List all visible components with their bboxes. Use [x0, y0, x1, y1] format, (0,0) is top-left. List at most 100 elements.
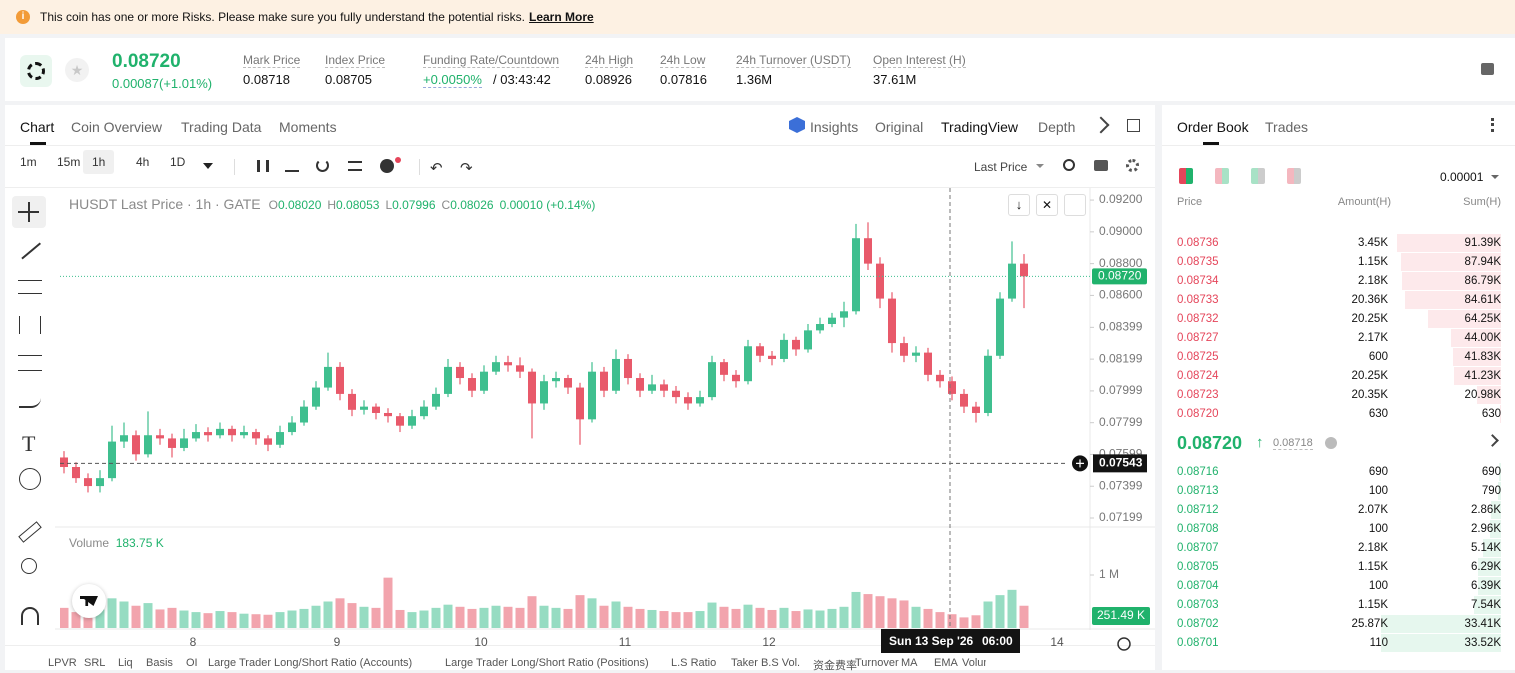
- order-book-panel: Order Book Trades 0.00001 Price Amount(H) S…: [1162, 105, 1515, 670]
- ob-tab[interactable]: Order Book: [1177, 119, 1249, 135]
- interval[interactable]: 1h: [83, 150, 115, 174]
- legend-value: 0.08020: [277, 198, 322, 212]
- ob-price[interactable]: 0.08703: [1177, 599, 1219, 611]
- view-tab[interactable]: Insights: [810, 119, 859, 135]
- x-tick-label: 11: [619, 635, 632, 649]
- ob-price[interactable]: 0.08735: [1177, 256, 1219, 268]
- indicator[interactable]: Taker B.S Vol.: [731, 657, 801, 669]
- indicator[interactable]: L.S Ratio: [671, 657, 717, 669]
- ob-price[interactable]: 0.08705: [1177, 561, 1219, 573]
- more-menu[interactable]: [1491, 118, 1494, 132]
- pattern-tool[interactable]: [19, 316, 41, 334]
- ob-price[interactable]: 0.08702: [1177, 618, 1219, 630]
- indicator[interactable]: Turnover: [855, 657, 899, 669]
- ob-price[interactable]: 0.08733: [1177, 294, 1219, 306]
- ob-price[interactable]: 0.08734: [1177, 275, 1219, 287]
- learn-more[interactable]: Learn More: [529, 10, 594, 24]
- indicator[interactable]: 资金费率: [813, 660, 857, 672]
- magnet-tool[interactable]: [21, 607, 39, 625]
- candle-type-icon[interactable]: [257, 160, 269, 172]
- ob-amount: 3.45K: [1357, 237, 1388, 249]
- ob-price[interactable]: 0.08724: [1177, 370, 1219, 382]
- tab[interactable]: Moments: [279, 119, 337, 135]
- last-price-box: [1092, 268, 1147, 285]
- ob-price[interactable]: 0.08701: [1177, 637, 1219, 649]
- indicator[interactable]: Liq: [118, 657, 133, 669]
- volume-bar: [755, 607, 765, 628]
- settings-icon[interactable]: [1126, 159, 1139, 172]
- indicator[interactable]: SRL: [84, 657, 106, 669]
- redo[interactable]: ↷: [460, 160, 473, 177]
- precision[interactable]: 0.00001: [1440, 170, 1484, 184]
- volume-bar: [779, 607, 789, 628]
- ob-price[interactable]: 0.08716: [1177, 466, 1219, 478]
- view-tab[interactable]: TradingView: [941, 119, 1019, 135]
- search-icon[interactable]: [1063, 159, 1075, 171]
- ob-price[interactable]: 0.08708: [1177, 523, 1219, 535]
- tab[interactable]: Coin Overview: [71, 119, 163, 135]
- window-icon[interactable]: [1127, 119, 1140, 132]
- ob-price[interactable]: 0.08712: [1177, 504, 1219, 516]
- tab[interactable]: Chart: [20, 119, 55, 135]
- volume-bar: [359, 606, 369, 628]
- ob-sum: 41.23K: [1464, 370, 1501, 382]
- brush-tool[interactable]: [19, 396, 41, 408]
- replay-icon[interactable]: [316, 159, 329, 172]
- note-icon[interactable]: [1481, 63, 1494, 75]
- indicator[interactable]: EMA: [934, 657, 958, 669]
- text-tool[interactable]: T: [22, 431, 36, 456]
- indicator[interactable]: Large Trader Long/Short Ratio (Positions…: [445, 657, 649, 669]
- candle-body: [744, 346, 752, 382]
- indicator[interactable]: OI: [186, 657, 198, 669]
- fib-tool[interactable]: [18, 355, 42, 371]
- ob-price[interactable]: 0.08704: [1177, 580, 1219, 592]
- camera-icon[interactable]: [1094, 160, 1108, 171]
- dropdown-caret[interactable]: [203, 163, 213, 174]
- channel-tool[interactable]: [18, 280, 42, 294]
- last-volume-label: 251.49 K: [1097, 608, 1145, 622]
- ob-price[interactable]: 0.08713: [1177, 485, 1219, 497]
- ob-price[interactable]: 0.08727: [1177, 332, 1219, 344]
- indicator[interactable]: LPVR: [48, 657, 77, 669]
- indicator-icon[interactable]: [285, 160, 299, 172]
- crosshair-tool[interactable]: [12, 196, 46, 228]
- ob-price[interactable]: 0.08732: [1177, 313, 1219, 325]
- ob-price[interactable]: 0.08736: [1177, 237, 1219, 249]
- interval[interactable]: 1m: [20, 155, 37, 169]
- candle-body: [252, 432, 260, 439]
- view-tab[interactable]: Original: [875, 119, 924, 135]
- stat-value: 1.36M: [736, 72, 773, 87]
- view-asks[interactable]: [1287, 168, 1301, 184]
- ob-price[interactable]: 0.08725: [1177, 351, 1219, 363]
- view-split[interactable]: [1215, 168, 1229, 184]
- tab[interactable]: Trading Data: [181, 119, 262, 135]
- interval[interactable]: 15m: [57, 155, 81, 169]
- view-both[interactable]: [1179, 168, 1193, 184]
- ob-price[interactable]: 0.08720: [1177, 408, 1219, 420]
- favorite-star[interactable]: ★: [65, 58, 89, 82]
- interval[interactable]: 4h: [136, 155, 150, 169]
- scroll-down[interactable]: ↓: [1008, 194, 1030, 216]
- view-bids[interactable]: [1251, 168, 1265, 184]
- price-type[interactable]: Last Price: [974, 160, 1028, 174]
- emoji-tool[interactable]: [19, 468, 41, 490]
- ob-tab[interactable]: Trades: [1265, 119, 1309, 135]
- indicator[interactable]: Basis: [146, 657, 173, 669]
- indicator[interactable]: MA: [901, 657, 918, 669]
- indicator[interactable]: Large Trader Long/Short Ratio (Accounts): [208, 657, 413, 669]
- interval[interactable]: 1D: [170, 155, 186, 169]
- x-tick-label: 12: [762, 635, 776, 649]
- volume-bar: [1019, 605, 1029, 628]
- fullscreen[interactable]: [1064, 194, 1086, 216]
- collapse[interactable]: ✕: [1036, 194, 1058, 216]
- zoom-tool[interactable]: [21, 558, 37, 574]
- add-icon[interactable]: [380, 159, 394, 173]
- mid-arrow[interactable]: [1486, 434, 1499, 447]
- ob-price[interactable]: 0.08723: [1177, 389, 1219, 401]
- ob-price[interactable]: 0.08707: [1177, 542, 1219, 554]
- template-icon[interactable]: [348, 161, 362, 171]
- depth-bar: [1404, 291, 1501, 309]
- undo[interactable]: ↶: [430, 160, 443, 177]
- indicator[interactable]: Volume: [962, 657, 986, 669]
- view-tab[interactable]: Depth: [1038, 119, 1076, 135]
